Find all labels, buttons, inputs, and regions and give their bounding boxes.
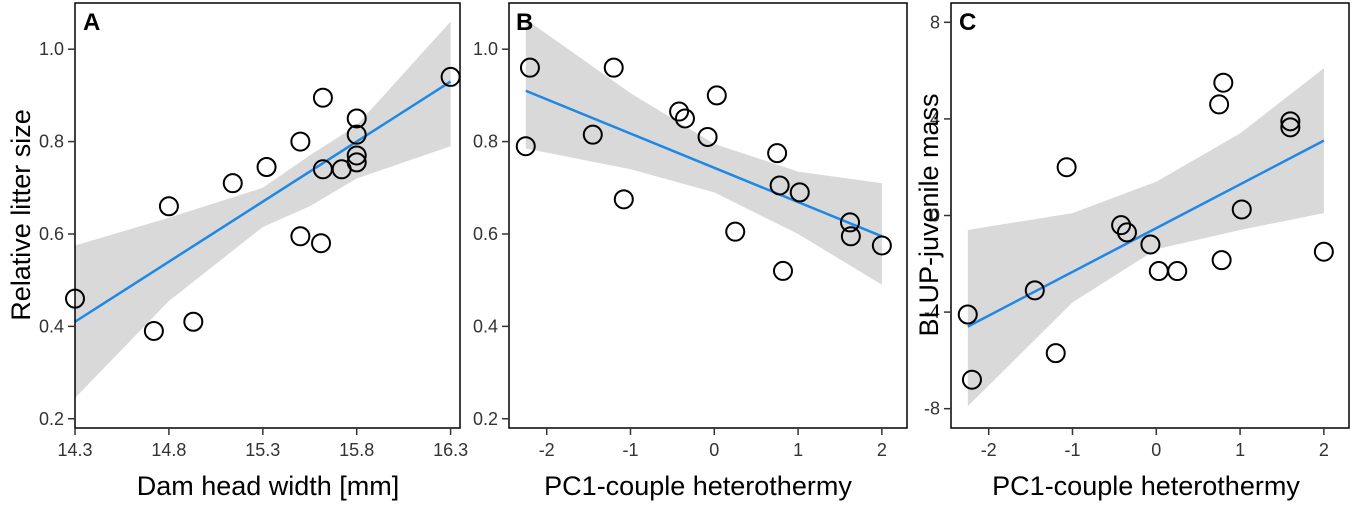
data-point bbox=[1024, 280, 1045, 301]
data-point bbox=[346, 108, 367, 129]
y-tick-label: -4 bbox=[924, 302, 940, 322]
data-point bbox=[183, 311, 204, 332]
confidence-band-a bbox=[75, 21, 451, 398]
data-point bbox=[767, 143, 788, 164]
y-tick-label: 8 bbox=[930, 12, 940, 32]
y-tick-label: 0.6 bbox=[473, 224, 498, 244]
data-point bbox=[1056, 157, 1077, 178]
data-point bbox=[222, 173, 243, 194]
confidence-band-b bbox=[525, 19, 882, 285]
data-point bbox=[1280, 111, 1301, 132]
y-tick-label: 0.2 bbox=[39, 409, 64, 429]
data-point bbox=[1209, 94, 1230, 115]
data-point bbox=[725, 221, 746, 242]
x-tick-label: 14.8 bbox=[151, 440, 186, 460]
data-point bbox=[290, 226, 311, 247]
data-point bbox=[582, 124, 603, 145]
y-axis-label-c: BLUP-juvenile mass bbox=[914, 93, 944, 336]
x-tick-label: -1 bbox=[622, 440, 638, 460]
data-point bbox=[772, 260, 793, 281]
y-tick-label: 0.8 bbox=[39, 132, 64, 152]
data-point bbox=[669, 101, 690, 122]
data-point bbox=[1111, 215, 1132, 236]
data-point bbox=[346, 124, 367, 145]
regression-line-a bbox=[74, 80, 452, 323]
data-point bbox=[789, 182, 810, 203]
data-point bbox=[256, 156, 277, 177]
x-tick-label: 1 bbox=[1235, 440, 1245, 460]
x-tick-label: 14.3 bbox=[57, 440, 92, 460]
panel-c: -2 -1 0 1 2 -8 -4 0 4 8 C PC1-couple heterothermy… bbox=[914, 2, 1350, 501]
panel-b: -2 -1 0 1 2 0.2 0.4 0.6 0.8 1.0 B PC1-couple hete… bbox=[473, 2, 908, 501]
data-point bbox=[840, 212, 861, 233]
y-tick-label: 0.6 bbox=[39, 224, 64, 244]
data-point bbox=[346, 152, 367, 173]
data-point bbox=[1167, 261, 1188, 282]
data-point bbox=[706, 85, 727, 106]
data-point bbox=[603, 57, 624, 78]
data-point bbox=[1045, 343, 1066, 364]
panel-label-b: B bbox=[516, 9, 533, 36]
panel-label-a: A bbox=[83, 9, 100, 36]
data-point bbox=[961, 369, 982, 390]
x-tick-label: 15.3 bbox=[245, 440, 280, 460]
data-point bbox=[290, 131, 311, 152]
data-point bbox=[1313, 241, 1334, 262]
data-point bbox=[312, 87, 333, 108]
y-axis-label-a: Relative litter size bbox=[6, 109, 36, 321]
x-tick-label: 15.8 bbox=[339, 440, 374, 460]
data-point bbox=[1148, 261, 1169, 282]
regression-line-b bbox=[525, 89, 883, 238]
data-point bbox=[674, 108, 695, 129]
data-point bbox=[311, 233, 332, 254]
y-tick-label: 4 bbox=[930, 109, 940, 129]
x-tick-label: -2 bbox=[981, 440, 997, 460]
x-axis-label-c: PC1-couple heterothermy bbox=[992, 471, 1300, 501]
data-point bbox=[143, 320, 164, 341]
x-tick-label: 1 bbox=[793, 440, 803, 460]
y-tick-label: 0.4 bbox=[473, 316, 498, 336]
data-point bbox=[957, 304, 978, 325]
y-tick-label: 1.0 bbox=[473, 39, 498, 59]
panel-frame-a bbox=[74, 2, 461, 429]
data-point bbox=[871, 235, 892, 256]
y-tick-label: 0 bbox=[930, 206, 940, 226]
data-point bbox=[613, 189, 634, 210]
x-axis-label-a: Dam head width [mm] bbox=[137, 471, 400, 501]
panel-label-c: C bbox=[959, 9, 976, 36]
y-tick-label: 0.4 bbox=[39, 316, 64, 336]
data-point bbox=[515, 136, 536, 157]
data-point bbox=[1211, 250, 1232, 271]
x-tick-label: 2 bbox=[1319, 440, 1329, 460]
x-tick-label: 0 bbox=[1151, 440, 1161, 460]
y-tick-label: 1.0 bbox=[39, 39, 64, 59]
panel-a: 14.3 14.8 15.3 15.8 16.3 0.2 0.4 0.6 0.8 1.0 A Da… bbox=[6, 2, 468, 501]
x-tick-label: 16.3 bbox=[433, 440, 468, 460]
x-tick-label: 0 bbox=[709, 440, 719, 460]
x-tick-label: -1 bbox=[1064, 440, 1080, 460]
data-point bbox=[697, 126, 718, 147]
data-point bbox=[1231, 199, 1252, 220]
data-point bbox=[519, 57, 540, 78]
data-point bbox=[1140, 234, 1161, 255]
x-axis-label-b: PC1-couple heterothermy bbox=[544, 471, 852, 501]
data-point bbox=[158, 196, 179, 217]
data-point bbox=[1213, 72, 1234, 93]
data-point bbox=[346, 145, 367, 166]
y-tick-label: -8 bbox=[924, 399, 940, 419]
data-point bbox=[1280, 117, 1301, 138]
x-tick-label: 2 bbox=[877, 440, 887, 460]
data-point bbox=[769, 175, 790, 196]
data-point bbox=[840, 226, 861, 247]
panel-frame-b bbox=[508, 2, 908, 429]
y-tick-label: 0.8 bbox=[473, 132, 498, 152]
y-tick-label: 0.2 bbox=[473, 409, 498, 429]
data-point bbox=[1116, 222, 1137, 243]
x-tick-label: -2 bbox=[539, 440, 555, 460]
